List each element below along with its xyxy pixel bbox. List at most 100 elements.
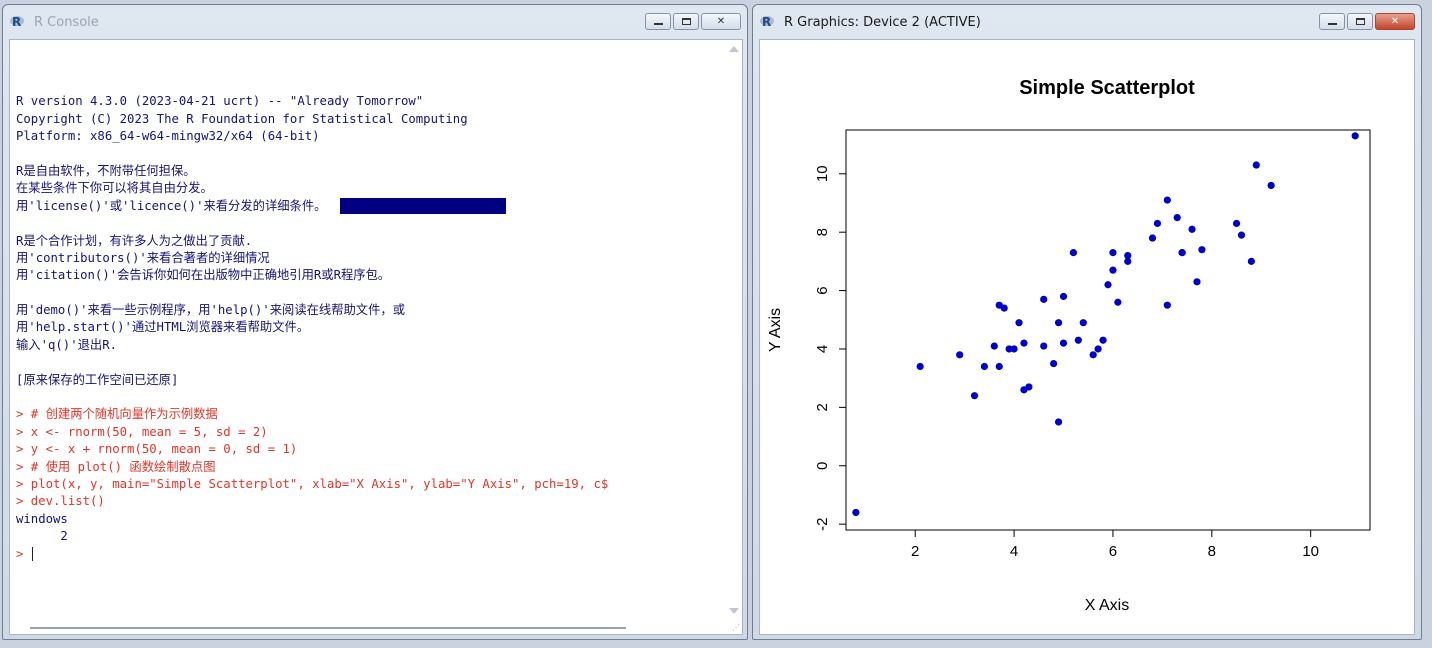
y-tick-label: 0 — [814, 462, 831, 470]
data-point — [1000, 304, 1008, 312]
console-line: > # 创建两个随机向量作为示例数据 — [16, 407, 218, 422]
data-point — [1010, 345, 1018, 353]
console-line — [16, 76, 722, 93]
maximize-icon — [681, 18, 691, 25]
graphics-title: R Graphics: Device 2 (ACTIVE) — [784, 14, 981, 30]
console-line: R是个合作计划，有许多人为之做出了贡献. — [16, 233, 253, 248]
data-point — [1252, 161, 1260, 169]
close-icon: ✕ — [1390, 16, 1400, 27]
r-graphics-window[interactable]: R R Graphics: Device 2 (ACTIVE) ✕ Simple… — [752, 4, 1422, 640]
data-point — [990, 342, 998, 350]
y-tick-label: -2 — [814, 517, 831, 530]
graphics-titlebar[interactable]: R R Graphics: Device 2 (ACTIVE) ✕ — [753, 5, 1421, 39]
console-line: 用'help.start()'通过HTML浏览器来看帮助文件。 — [16, 320, 310, 335]
data-point — [1114, 298, 1122, 306]
console-line: 在某些条件下你可以将其自由分发。 — [16, 181, 213, 196]
data-point — [1198, 246, 1206, 254]
minimize-button[interactable] — [1319, 13, 1345, 30]
console-line: [原来保存的工作空间已还原] — [16, 372, 179, 387]
console-line: windows — [16, 511, 68, 526]
console-line: > dev.list() — [16, 494, 105, 509]
data-point — [1148, 234, 1157, 242]
console-line: Platform: x86_64-w64-mingw32/x64 (64-bit… — [16, 129, 320, 144]
data-point — [1109, 249, 1117, 257]
vertical-scrollbar[interactable] — [726, 40, 742, 634]
data-point — [916, 362, 924, 371]
data-point — [1109, 266, 1117, 274]
maximize-icon — [1355, 18, 1365, 25]
minimize-button[interactable] — [645, 13, 671, 30]
scatterplot-chart: Simple Scatterplot X Axis Y Axis 2 4 6 8 10 -… — [767, 77, 1371, 614]
maximize-button[interactable] — [673, 13, 699, 30]
console-line: 输入'q()'退出R. — [16, 337, 118, 352]
data-point — [1178, 249, 1186, 257]
data-point — [1069, 249, 1077, 257]
console-line: 用'contributors()'来看合著者的详细情况 — [16, 250, 270, 265]
console-line — [16, 215, 722, 232]
console-line: 用'citation()'会告诉你如何在出版物中正确地引用R或R程序包。 — [16, 268, 391, 283]
y-tick-label: 10 — [814, 165, 831, 182]
data-point — [852, 508, 860, 517]
data-point — [1237, 231, 1246, 239]
data-point — [1173, 213, 1181, 222]
r-console-window[interactable]: R R Console ✕ R version 4.3.0 (2023-04-2… — [2, 4, 748, 640]
r-logo-icon: R — [760, 15, 778, 29]
data-point — [1193, 278, 1201, 286]
data-point — [1163, 301, 1171, 309]
console-title: R Console — [34, 14, 99, 30]
text-cursor — [31, 547, 33, 562]
data-point — [1104, 281, 1112, 289]
x-tick-label: 10 — [1302, 543, 1319, 560]
close-button[interactable]: ✕ — [1375, 13, 1415, 30]
x-tick-label: 2 — [911, 543, 919, 560]
console-prompt[interactable]: > — [16, 546, 33, 562]
x-tick-label: 8 — [1208, 543, 1216, 560]
data-point — [1163, 196, 1171, 204]
maximize-button[interactable] — [1347, 13, 1373, 30]
close-icon: ✕ — [716, 16, 726, 27]
console-output-area[interactable]: R version 4.3.0 (2023-04-21 ucrt) -- "Al… — [9, 39, 743, 635]
data-point — [1005, 345, 1013, 353]
data-point — [1099, 336, 1107, 344]
console-line: > # 使用 plot() 函数绘制散点图 — [16, 459, 216, 474]
console-line: 用'license()'或'licence()'来看分发的详细条件。 — [16, 198, 722, 215]
plot-frame — [845, 129, 1371, 531]
console-line: > x <- rnorm(50, mean = 5, sd = 2) — [16, 424, 268, 439]
console-line: > y <- x + rnorm(50, mean = 0, sd = 1) — [16, 442, 298, 457]
data-point — [970, 392, 979, 400]
data-point — [995, 362, 1003, 371]
console-line — [16, 285, 722, 302]
horizontal-scroll-thumb[interactable] — [30, 627, 626, 629]
data-point — [1040, 342, 1048, 350]
x-tick-label: 6 — [1109, 543, 1117, 560]
resize-grip-icon[interactable]: ⋰ — [732, 623, 740, 632]
data-point — [1232, 219, 1241, 228]
plot-area: Simple Scatterplot X Axis Y Axis 2 4 6 8 10 -… — [759, 39, 1415, 635]
chart-title: Simple Scatterplot — [1019, 77, 1195, 99]
data-point — [1040, 295, 1048, 303]
data-point — [1059, 339, 1068, 347]
minimize-icon — [653, 23, 663, 25]
console-line: 2 — [16, 529, 68, 544]
console-line — [16, 389, 722, 406]
scroll-down-icon[interactable] — [729, 608, 739, 614]
horizontal-scrollbar[interactable] — [10, 620, 726, 634]
y-tick-label: 8 — [814, 228, 831, 236]
minimize-icon — [1327, 23, 1337, 25]
console-line: 用'demo()'来看一些示例程序，用'help()'来阅读在线帮助文件，或 — [16, 303, 405, 318]
data-point — [956, 351, 964, 359]
console-line: Copyright (C) 2023 The R Foundation for … — [16, 111, 468, 126]
console-titlebar[interactable]: R R Console ✕ — [3, 5, 747, 39]
data-point — [1079, 319, 1087, 327]
data-point — [1351, 132, 1359, 140]
data-point — [1089, 351, 1097, 359]
scroll-up-icon[interactable] — [729, 46, 739, 52]
y-tick-label: 4 — [814, 345, 831, 353]
data-point — [1094, 345, 1102, 353]
close-button[interactable]: ✕ — [701, 13, 741, 30]
data-point — [1267, 181, 1275, 190]
data-point — [1188, 225, 1196, 233]
console-text[interactable]: R version 4.3.0 (2023-04-21 ucrt) -- "Al… — [16, 76, 722, 563]
data-point — [1124, 257, 1132, 265]
data-point — [1015, 319, 1023, 327]
